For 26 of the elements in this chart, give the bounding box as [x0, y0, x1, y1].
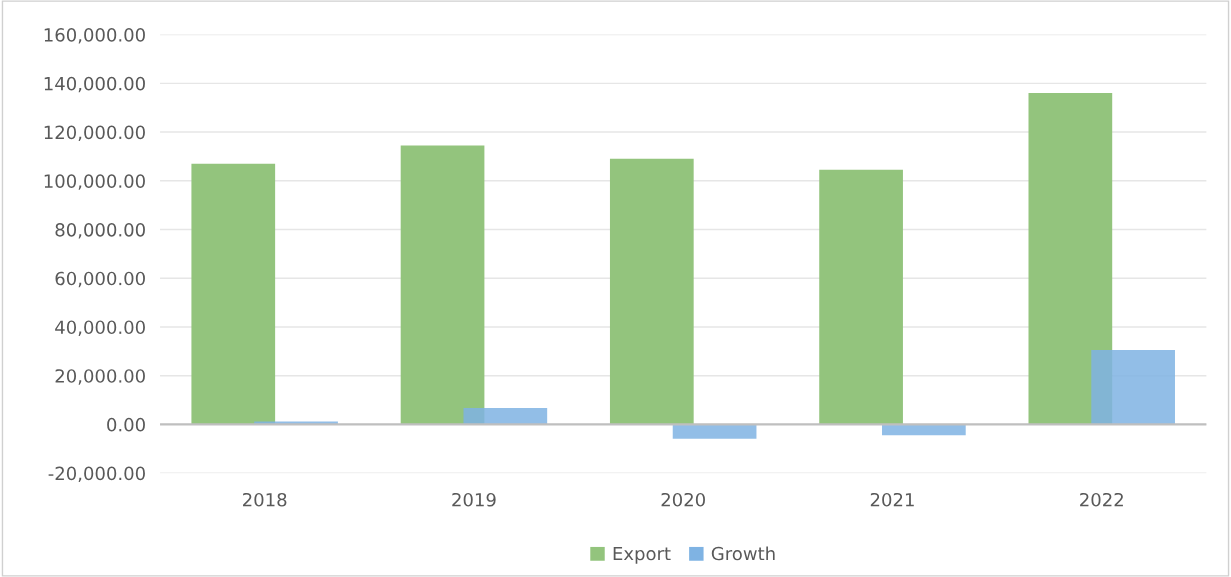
- y-tick-label: 120,000.00: [44, 125, 145, 142]
- legend-label: Growth: [711, 546, 775, 561]
- y-tick-label: 160,000.00: [44, 28, 145, 44]
- bar: [672, 424, 757, 439]
- y-tick-label: 40,000.00: [55, 320, 145, 336]
- y-tick-label: 60,000.00: [55, 271, 145, 288]
- y-tick-label: 100,000.00: [44, 174, 145, 190]
- x-tick-label: 2022: [1080, 492, 1123, 507]
- x-tick-label: 2020: [661, 492, 705, 507]
- x-tick-label: 2021: [870, 492, 914, 507]
- x-tick-label: 2019: [452, 492, 496, 507]
- bar: [1091, 350, 1175, 425]
- bar: [191, 163, 276, 425]
- y-tick-label: -20,000.00: [48, 466, 145, 483]
- y-tick-label: 140,000.00: [44, 76, 145, 93]
- bar: [400, 145, 485, 425]
- legend-label: Export: [613, 546, 671, 564]
- bar: [609, 158, 694, 425]
- bar: [882, 424, 966, 436]
- bar: [463, 408, 548, 425]
- y-tick-label: 0.00: [107, 417, 145, 432]
- bar: [819, 169, 903, 425]
- x-tick-label: 2018: [243, 492, 287, 507]
- y-tick-label: 20,000.00: [55, 369, 145, 385]
- bar: [1028, 93, 1113, 425]
- y-tick-label: 80,000.00: [55, 222, 145, 239]
